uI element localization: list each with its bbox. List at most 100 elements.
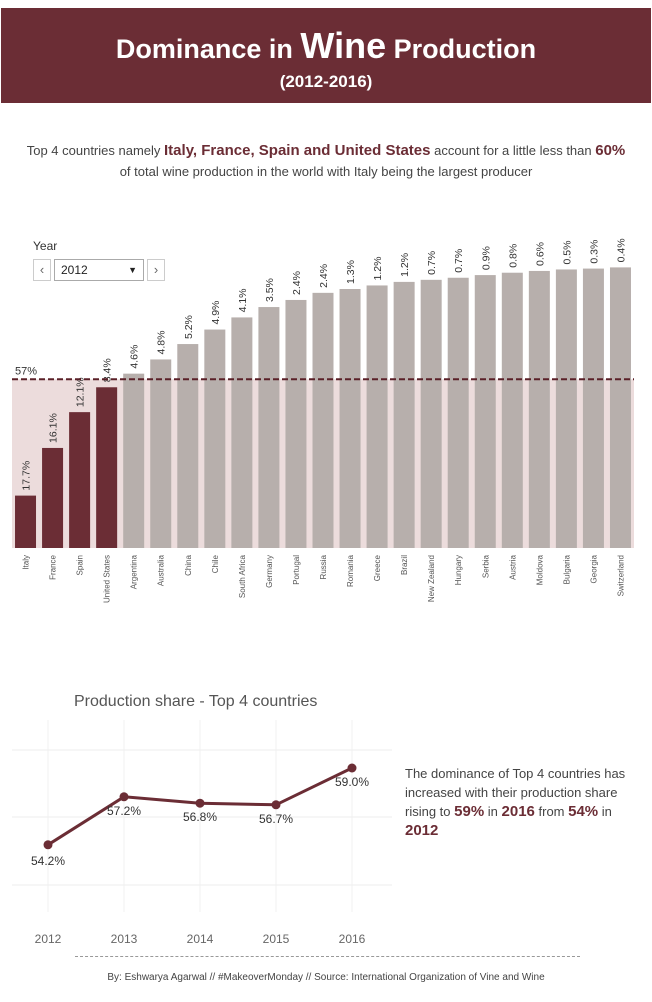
bar bbox=[528, 270, 550, 548]
bar bbox=[312, 292, 334, 548]
category-label: Moldova bbox=[535, 554, 544, 585]
category-label: Chile bbox=[211, 554, 220, 573]
bar-value-label: 0.5% bbox=[561, 241, 573, 265]
note-value-2012: 54% bbox=[568, 803, 599, 820]
title-emphasis: Wine bbox=[300, 25, 387, 66]
bar bbox=[150, 359, 172, 548]
reference-line-label: 57% bbox=[15, 365, 37, 377]
category-label: Georgia bbox=[589, 554, 598, 583]
bar-value-label: 4.1% bbox=[237, 288, 249, 312]
bar bbox=[177, 344, 199, 548]
trend-note: The dominance of Top 4 countries has inc… bbox=[405, 764, 645, 840]
intro-part1: Top 4 countries namely bbox=[26, 143, 165, 158]
category-label: Brazil bbox=[400, 555, 409, 575]
share-point bbox=[43, 840, 53, 850]
category-label: United States bbox=[103, 555, 112, 603]
intro-text: Top 4 countries namely Italy, France, Sp… bbox=[0, 140, 652, 182]
bar bbox=[15, 495, 37, 548]
note-year-2016: 2016 bbox=[501, 803, 535, 820]
category-label: Australia bbox=[157, 554, 166, 586]
share-point bbox=[347, 763, 357, 773]
bar bbox=[474, 275, 496, 548]
bar-value-label: 4.9% bbox=[210, 301, 222, 325]
bar bbox=[258, 307, 280, 548]
title-prefix: Dominance in bbox=[115, 34, 293, 64]
note-part4: in bbox=[598, 804, 612, 819]
header-banner: Dominance in Wine Production (2012-2016) bbox=[1, 8, 651, 103]
point-value-label: 59.0% bbox=[335, 775, 369, 789]
top4-share-line-chart: Production share - Top 4 countries 54.2% 5… bbox=[12, 693, 392, 946]
category-label: Greece bbox=[373, 554, 382, 581]
note-part3: from bbox=[534, 804, 569, 819]
chevron-left-icon: ‹ bbox=[39, 262, 45, 277]
chevron-down-icon: ▼ bbox=[128, 265, 137, 275]
note-part2: in bbox=[484, 804, 502, 819]
bar-value-label: 0.7% bbox=[453, 249, 465, 273]
category-label: Bulgaria bbox=[562, 554, 571, 584]
bar-value-label: 8.4% bbox=[102, 358, 114, 382]
category-label: Austria bbox=[508, 554, 517, 579]
bar bbox=[501, 272, 523, 548]
bar-value-label: 12.1% bbox=[75, 377, 87, 407]
bar-value-label: 0.8% bbox=[507, 244, 519, 268]
category-label: Russia bbox=[319, 554, 328, 579]
bar-value-label: 2.4% bbox=[318, 264, 330, 288]
category-label: South Africa bbox=[238, 554, 247, 598]
bar bbox=[366, 285, 388, 548]
category-label: Germany bbox=[265, 555, 274, 588]
intro-countries: Italy, France, Spain and United States bbox=[164, 142, 431, 159]
bar-value-label: 3.5% bbox=[264, 278, 276, 302]
category-label: Spain bbox=[76, 555, 85, 575]
line-chart-title: Production share - Top 4 countries bbox=[74, 693, 317, 710]
page-title: Dominance in Wine Production bbox=[1, 28, 651, 67]
bar-value-label: 2.4% bbox=[291, 271, 303, 295]
bar-value-label: 4.6% bbox=[129, 345, 141, 369]
year-select-value: 2012 bbox=[61, 263, 88, 277]
bar-value-label: 0.9% bbox=[480, 246, 492, 270]
bar-value-label: 1.3% bbox=[345, 260, 357, 284]
category-label: Argentina bbox=[130, 554, 139, 589]
share-point bbox=[271, 800, 281, 810]
bar bbox=[582, 268, 604, 548]
x-tick-label: 2012 bbox=[35, 932, 62, 946]
point-value-label: 54.2% bbox=[31, 854, 65, 868]
x-tick-label: 2015 bbox=[263, 932, 290, 946]
bar bbox=[231, 317, 253, 548]
intro-percent: 60% bbox=[595, 142, 626, 159]
chevron-right-icon: › bbox=[153, 262, 159, 277]
category-label: Italy bbox=[22, 555, 31, 570]
year-prev-button[interactable]: ‹ bbox=[33, 259, 51, 281]
bar-value-label: 0.6% bbox=[534, 242, 546, 266]
bar-value-label: 0.4% bbox=[615, 238, 627, 262]
note-value-2016: 59% bbox=[454, 803, 485, 820]
share-point bbox=[195, 798, 205, 808]
footer-divider bbox=[75, 956, 580, 957]
category-label: Hungary bbox=[454, 555, 463, 585]
x-tick-label: 2016 bbox=[339, 932, 366, 946]
category-label: Serbia bbox=[481, 554, 490, 578]
intro-part2: account for a little less than bbox=[430, 143, 596, 158]
category-label: New Zealand bbox=[427, 555, 436, 602]
bar-value-label: 0.7% bbox=[426, 251, 438, 275]
bar bbox=[393, 281, 415, 548]
year-select[interactable]: 2012 ▼ bbox=[54, 259, 144, 281]
page-subtitle: (2012-2016) bbox=[279, 72, 373, 91]
point-value-label: 56.7% bbox=[259, 812, 293, 826]
bar bbox=[447, 277, 469, 548]
category-label: Romania bbox=[346, 554, 355, 587]
point-value-label: 57.2% bbox=[107, 804, 141, 818]
note-part1: The dominance of Top 4 countries has inc… bbox=[405, 766, 626, 819]
intro-part3: of total wine production in the world wi… bbox=[119, 164, 533, 179]
bar bbox=[609, 267, 631, 548]
x-tick-label: 2014 bbox=[187, 932, 214, 946]
year-next-button[interactable]: › bbox=[147, 259, 165, 281]
x-tick-label: 2013 bbox=[111, 932, 138, 946]
point-value-label: 56.8% bbox=[183, 810, 217, 824]
bar bbox=[285, 299, 307, 548]
bar-value-label: 5.2% bbox=[183, 315, 195, 339]
bar-value-label: 0.3% bbox=[588, 240, 600, 264]
category-label: China bbox=[184, 554, 193, 575]
bar bbox=[339, 289, 361, 548]
bar bbox=[96, 387, 118, 548]
share-point bbox=[119, 792, 129, 802]
